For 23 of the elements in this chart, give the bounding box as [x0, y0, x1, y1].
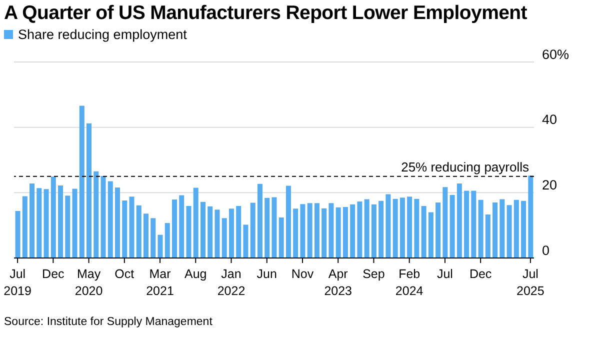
source-note: Source: Institute for Supply Management: [4, 316, 214, 328]
legend-label: Share reducing employment: [17, 27, 187, 42]
chart-title: A Quarter of US Manufacturers Report Lower Employment: [4, 2, 528, 25]
x-tick-label: Sep: [362, 267, 385, 281]
x-tick-label: May 2020: [74, 267, 103, 298]
x-tick-label: Dec: [42, 267, 64, 281]
y-tick-label: 40: [542, 112, 558, 128]
ref-line-label: 25% reducing payrolls: [401, 159, 530, 174]
x-tick-label: Feb 2024: [395, 267, 424, 298]
x-tick-label: Jul 2019: [4, 267, 32, 298]
x-tick-label: Jan 2022: [217, 267, 246, 298]
x-tick-label: Jul 2025: [516, 267, 544, 298]
x-tick-label: Jul: [436, 267, 453, 281]
x-tick-label: Apr 2023: [324, 267, 352, 298]
y-tick-label: 0: [542, 242, 550, 258]
x-tick-label: Dec: [469, 267, 492, 281]
x-tick-label: Jun: [256, 267, 277, 281]
x-tick-label: Aug: [184, 267, 207, 281]
x-tick-label: Nov: [291, 267, 314, 281]
y-tick-label: 60%: [542, 46, 570, 62]
x-tick-label: Mar 2021: [146, 267, 174, 298]
x-tick-label: Oct: [114, 267, 135, 281]
y-tick-label: 20: [542, 177, 558, 192]
